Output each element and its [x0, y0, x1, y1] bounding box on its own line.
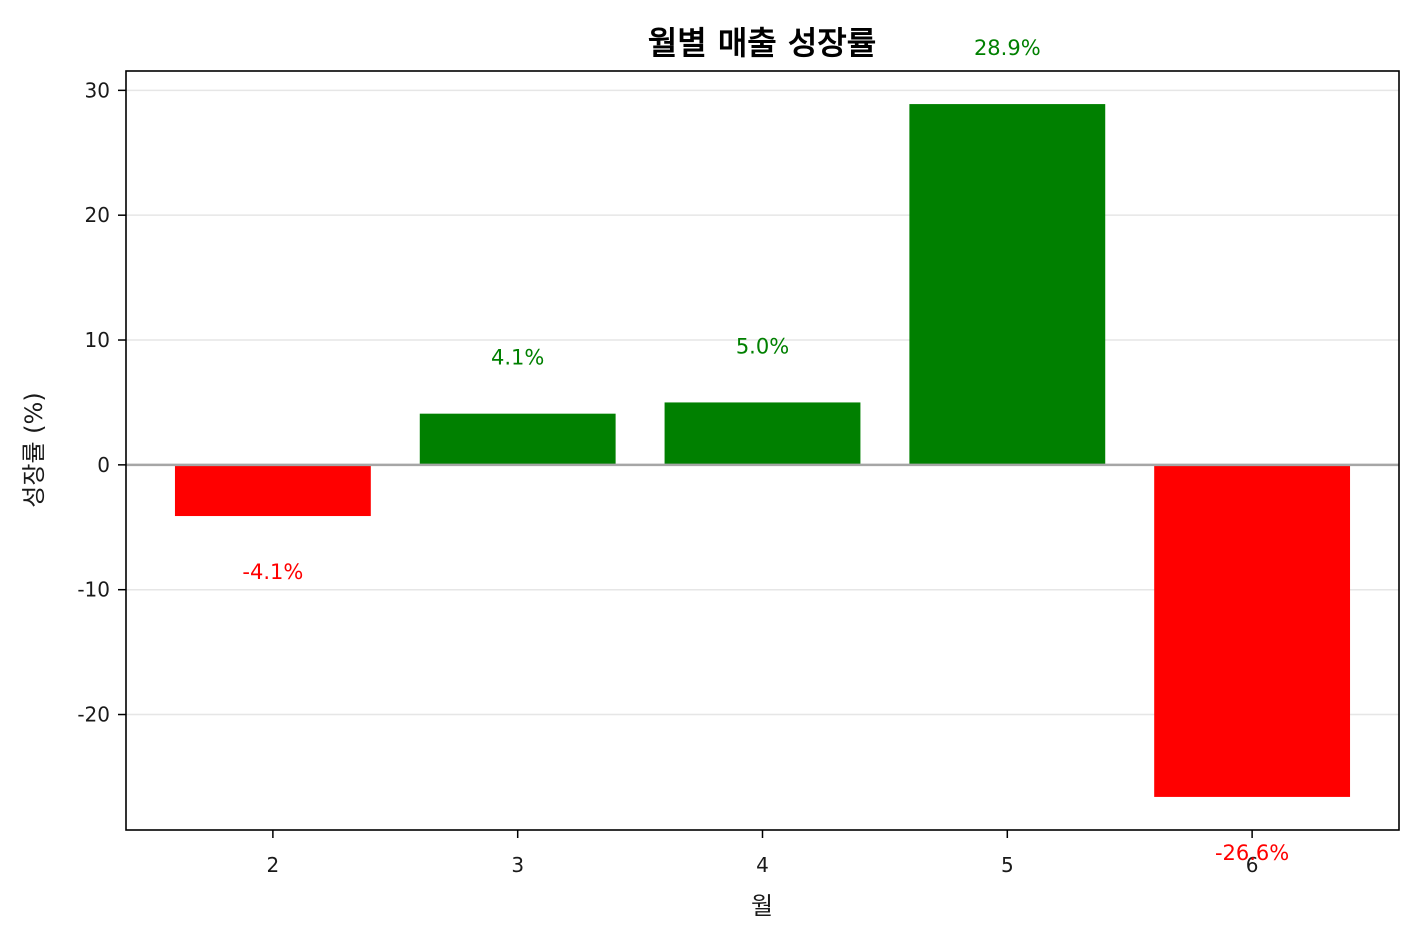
- data-label-month-3: 4.1%: [491, 345, 544, 369]
- data-label-month-4: 5.0%: [736, 334, 789, 358]
- x-axis-title: 월: [751, 892, 773, 920]
- x-tick-label: 2: [267, 853, 280, 877]
- x-tick-label: 6: [1246, 853, 1259, 877]
- data-label-month-6: -26.6%: [1215, 841, 1289, 865]
- data-labels: -4.1% 4.1% 5.0% 28.9% -26.6%: [242, 36, 1289, 865]
- y-tick-label: 10: [85, 328, 110, 352]
- chart-title: 월별 매출 성장률: [648, 24, 876, 62]
- bar-month-5: [909, 104, 1106, 465]
- x-tick-label: 5: [1001, 853, 1014, 877]
- bars: [174, 104, 1351, 797]
- y-tick-label: 20: [85, 203, 110, 227]
- bar-month-4: [664, 402, 861, 465]
- y-axis: -20 -10 0 10 20 30: [77, 78, 126, 727]
- bar-month-3: [419, 413, 616, 465]
- y-axis-title: 성장률 (%): [20, 392, 48, 507]
- bar-month-2: [174, 464, 371, 517]
- data-label-month-5: 28.9%: [974, 36, 1041, 60]
- bar-month-6: [1154, 464, 1351, 797]
- x-tick-label: 3: [511, 853, 524, 877]
- y-tick-label: 0: [97, 453, 110, 477]
- x-tick-label: 4: [756, 853, 769, 877]
- y-tick-label: -10: [77, 578, 110, 602]
- y-tick-label: 30: [85, 78, 110, 102]
- y-tick-label: -20: [77, 703, 110, 727]
- x-axis: 2 3 4 5 6: [267, 830, 1259, 877]
- data-label-month-2: -4.1%: [242, 560, 303, 584]
